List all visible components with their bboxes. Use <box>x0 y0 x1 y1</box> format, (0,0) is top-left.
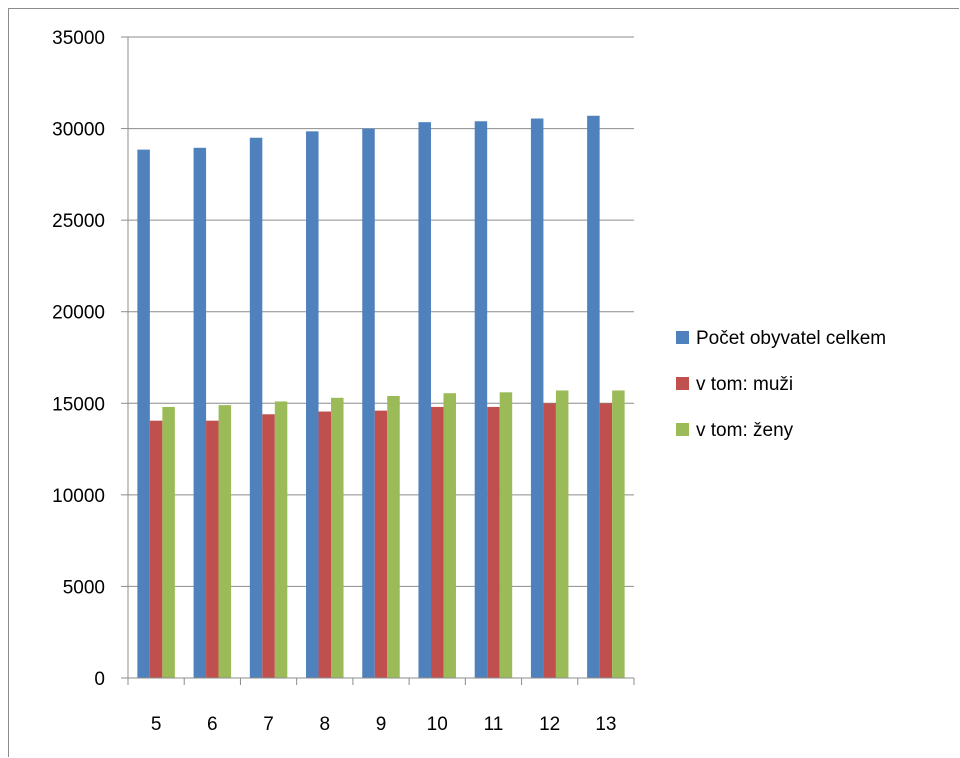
bar-total-12 <box>530 118 544 678</box>
bar-total-6 <box>193 147 207 679</box>
x-tick-label: 5 <box>151 714 162 735</box>
bar-total-11 <box>474 121 488 678</box>
bar-women-7 <box>274 401 288 678</box>
y-tick-labels: 0 5000 10000 15000 20000 25000 30000 35000 <box>52 28 105 690</box>
axes <box>127 37 635 685</box>
bar-men-11 <box>487 406 500 678</box>
bar-total-10 <box>418 122 431 678</box>
legend: Počet obyvatel celkem v tom: muži v tom: ž… <box>676 328 886 441</box>
bar-women-9 <box>387 395 400 678</box>
x-tick-label: 11 <box>484 714 504 735</box>
bar-men-8 <box>318 411 332 678</box>
legend-label: v tom: ženy <box>696 420 794 441</box>
bar-men-5 <box>149 420 163 678</box>
chart-frame <box>8 8 959 757</box>
x-tick-label: 7 <box>263 714 274 735</box>
y-tick-label: 30000 <box>52 120 105 141</box>
x-tick-label: 6 <box>207 714 218 735</box>
bar-men-10 <box>430 406 444 678</box>
bar-women-6 <box>218 405 232 678</box>
bar-total-9 <box>362 128 375 678</box>
bar-women-13 <box>612 390 625 678</box>
bar-women-11 <box>499 392 513 678</box>
y-tick-label: 10000 <box>52 486 105 507</box>
y-tick-label: 15000 <box>52 394 105 415</box>
bar-total-8 <box>306 131 319 678</box>
y-tick-label: 20000 <box>52 303 105 324</box>
y-tick-label: 25000 <box>52 211 105 232</box>
bar-total-5 <box>137 149 150 678</box>
x-tick-labels: 5 6 7 8 9 10 11 12 13 <box>151 714 617 735</box>
bar-men-13 <box>599 403 613 678</box>
legend-label: Počet obyvatel celkem <box>696 328 886 349</box>
y-tick-label: 35000 <box>52 28 105 49</box>
bar-men-6 <box>206 420 219 678</box>
x-tick-label: 13 <box>595 714 616 735</box>
bar-men-7 <box>262 414 275 678</box>
bar-women-10 <box>443 393 456 678</box>
y-tick-label: 5000 <box>63 577 105 598</box>
legend-swatch <box>676 423 689 436</box>
y-tick-label: 0 <box>94 669 105 690</box>
legend-label: v tom: muži <box>696 374 793 395</box>
x-tick-label: 10 <box>427 714 448 735</box>
x-tick-label: 12 <box>539 714 560 735</box>
bars <box>137 115 625 679</box>
bar-men-9 <box>374 410 388 678</box>
bar-women-8 <box>331 397 344 678</box>
bar-men-12 <box>543 403 556 678</box>
bar-women-12 <box>555 390 569 678</box>
legend-swatch <box>676 331 689 344</box>
x-tick-label: 9 <box>376 714 387 735</box>
bar-women-5 <box>162 406 175 678</box>
x-tick-label: 8 <box>319 714 330 735</box>
legend-swatch <box>676 377 689 390</box>
bar-total-13 <box>587 115 600 678</box>
bar-total-7 <box>249 137 263 679</box>
